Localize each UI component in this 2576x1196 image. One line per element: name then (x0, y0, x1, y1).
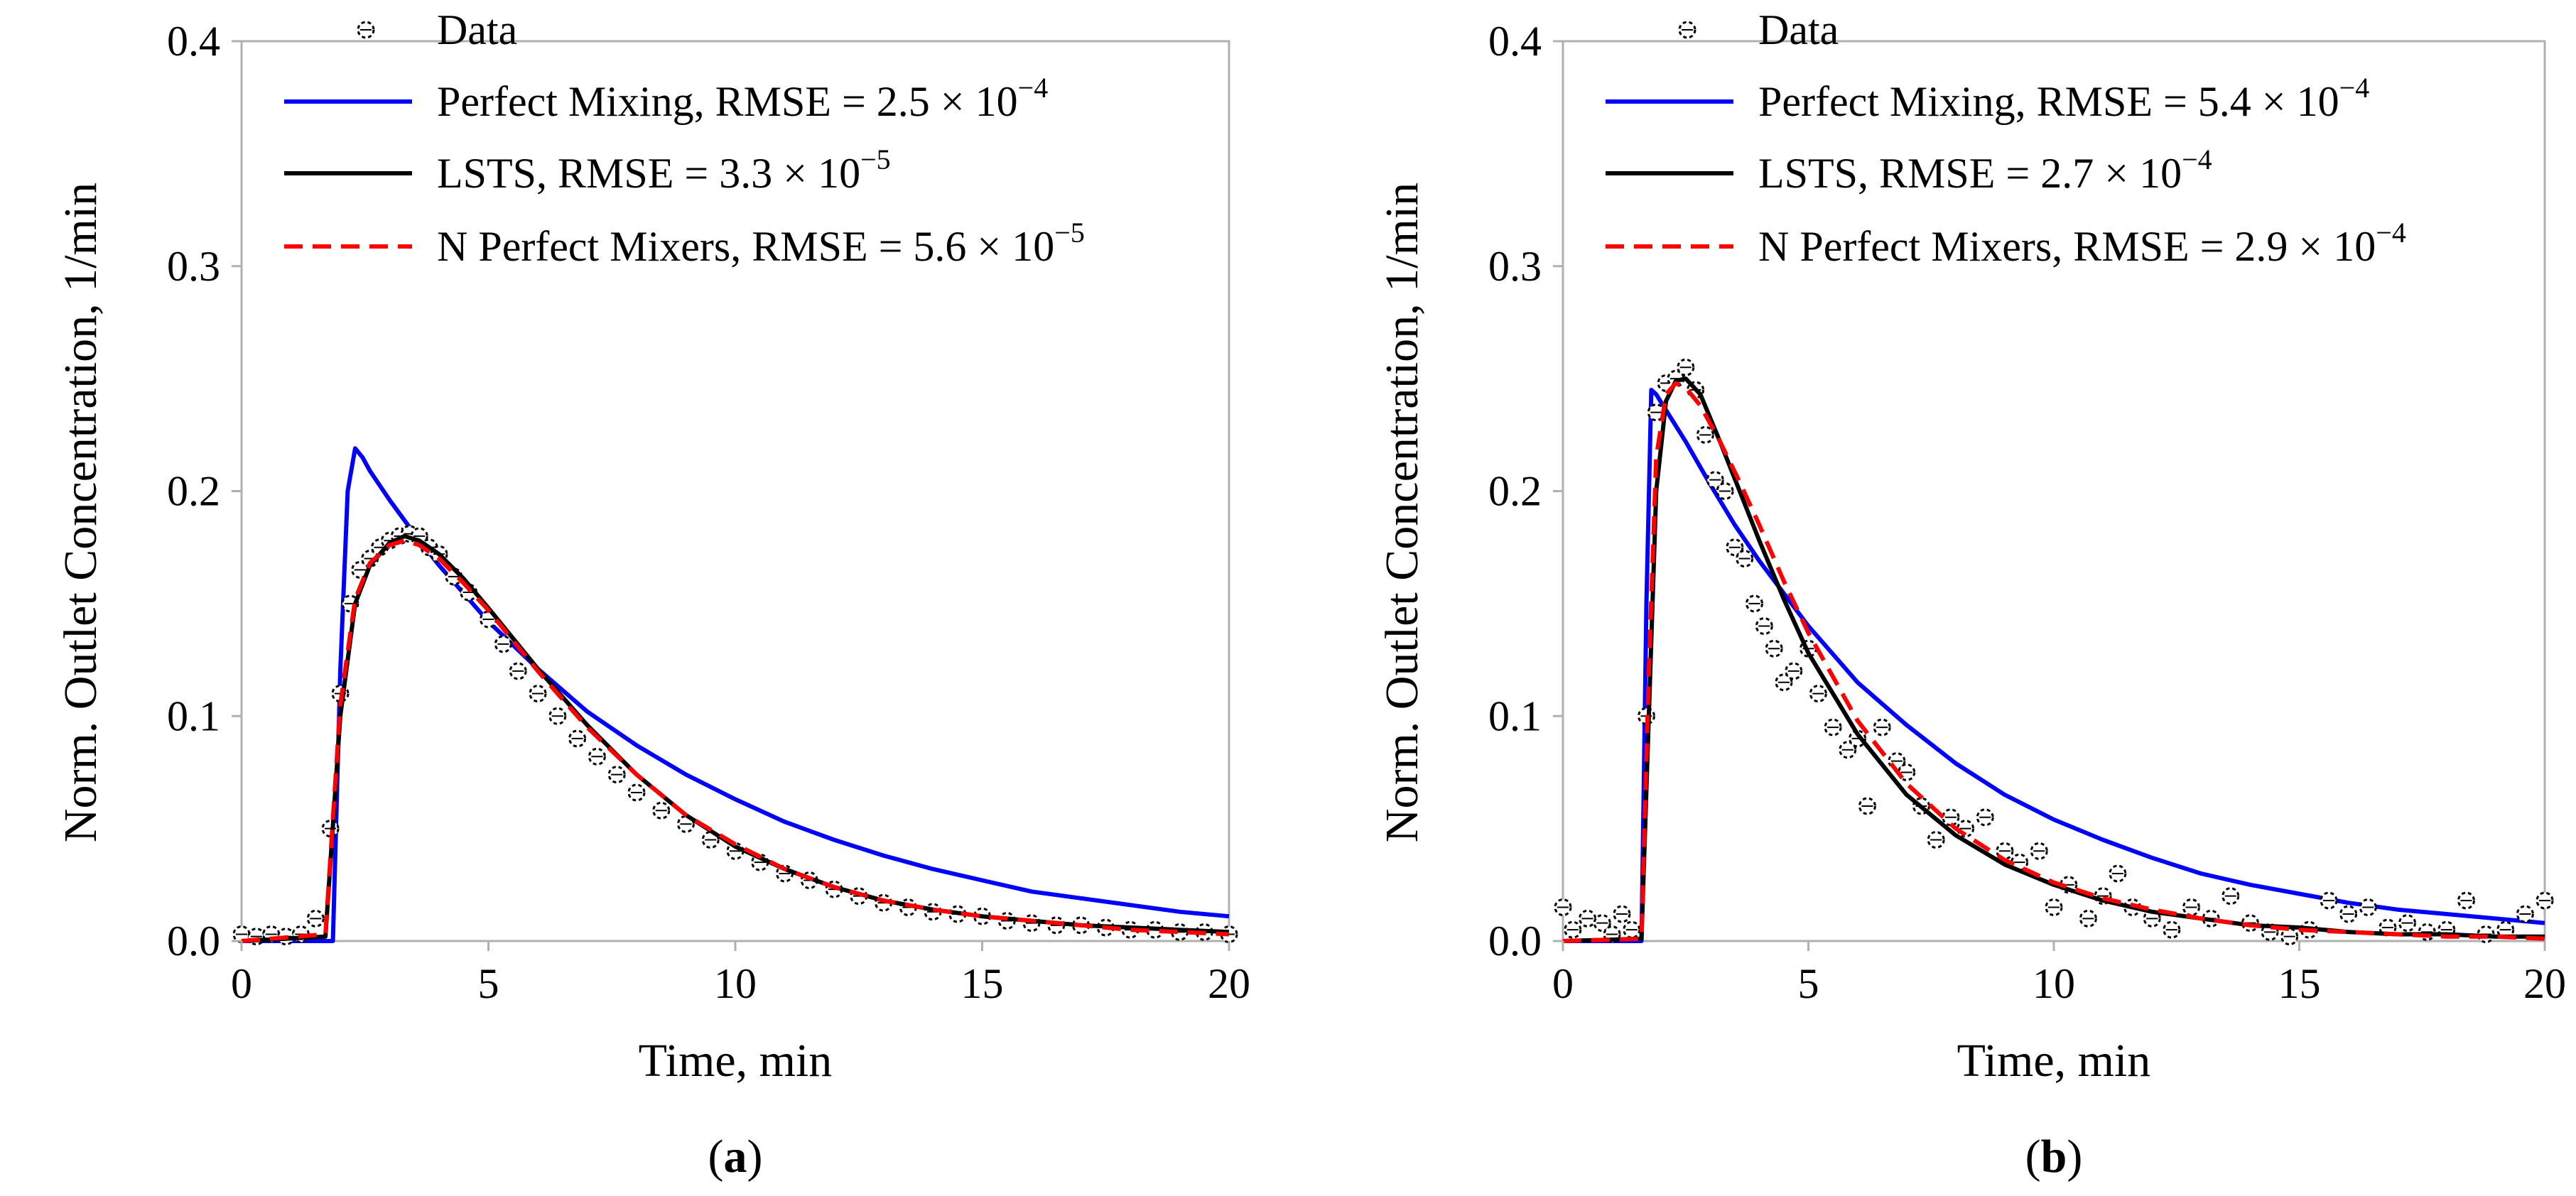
panel-letter: b (2041, 1131, 2067, 1183)
x-axis-label: Time, min (639, 1035, 833, 1087)
legend-item-perfect-mixing: Perfect Mixing, RMSE = 2.5 × 10−4 (284, 72, 1048, 125)
x-tick-label: 5 (478, 960, 499, 1007)
y-tick-labels: 0.0 0.1 0.2 0.3 0.4 (1488, 18, 1563, 964)
series-line-perfect-mixing (1563, 388, 2545, 943)
y-tick-label: 0.0 (167, 918, 220, 964)
legend-label-exponent: −4 (2339, 72, 2370, 104)
y-tick-label: 0.4 (167, 18, 220, 65)
y-tick-label: 0.2 (167, 468, 220, 515)
legend-label-text: Data (1758, 6, 1839, 53)
y-tick-label: 0.0 (1488, 918, 1542, 964)
legend-label: N Perfect Mixers, RMSE = 2.9 × 10−4 (1758, 217, 2406, 270)
legend-item-data: Data (1678, 6, 1839, 53)
x-axis-label: Time, min (1957, 1035, 2151, 1087)
x-tick-label: 0 (1552, 960, 1574, 1007)
legend-item-n-perfect-mixers: N Perfect Mixers, RMSE = 5.6 × 10−5 (284, 217, 1085, 270)
series-layer (1554, 358, 2554, 946)
series-line-perfect-mixing (242, 446, 1230, 943)
x-tick-label: 20 (2523, 960, 2566, 1007)
chart-panel-b: 0.0 0.1 0.2 0.3 0.4 0 5 10 15 20 Norm. Outlet Co… (1376, 6, 2566, 1183)
legend-label: Data (437, 6, 517, 53)
legend-label-exponent: −4 (2182, 143, 2212, 175)
legend-label-exponent: −4 (2376, 217, 2406, 249)
legend-label-exponent: −4 (1018, 72, 1049, 104)
legend-item-lsts: LSTS, RMSE = 3.3 × 10−5 (284, 143, 891, 197)
series-data (1554, 358, 2554, 946)
y-tick-label: 0.4 (1488, 18, 1542, 65)
series-line-n-perfect-mixers (241, 538, 1230, 943)
legend: Data Perfect Mixing, RMSE = 2.5 × 10−4 LST… (284, 6, 1085, 270)
x-tick-label: 15 (961, 960, 1004, 1007)
y-axis-label: Norm. Outlet Concentration, 1/min (1376, 183, 1428, 842)
panel-label: (a) (708, 1131, 763, 1183)
legend-item-n-perfect-mixers: N Perfect Mixers, RMSE = 2.9 × 10−4 (1606, 217, 2406, 270)
legend-label: Perfect Mixing, RMSE = 2.5 × 10−4 (437, 72, 1048, 125)
legend-label: Data (1758, 6, 1839, 53)
y-axis-label: Norm. Outlet Concentration, 1/min (55, 183, 107, 842)
legend-item-lsts: LSTS, RMSE = 2.7 × 10−4 (1606, 143, 2212, 197)
legend-label: LSTS, RMSE = 2.7 × 10−4 (1758, 143, 2212, 197)
y-tick-label: 0.1 (167, 692, 220, 739)
legend-item-perfect-mixing: Perfect Mixing, RMSE = 5.4 × 10−4 (1606, 72, 2369, 125)
legend-label: Perfect Mixing, RMSE = 5.4 × 10−4 (1758, 72, 2369, 125)
y-tick-label: 0.2 (1488, 468, 1542, 515)
legend-label: LSTS, RMSE = 3.3 × 10−5 (437, 143, 891, 197)
legend-label-text: Perfect Mixing, RMSE = 5.4 × 10 (1758, 78, 2339, 125)
chart-panel-a: 0.0 0.1 0.2 0.3 0.4 0 5 10 15 20 Norm. Outlet Co… (55, 6, 1250, 1183)
x-tick-label: 0 (231, 960, 252, 1007)
x-tick-label: 10 (2033, 960, 2075, 1007)
legend-label-text: Perfect Mixing, RMSE = 2.5 × 10 (437, 78, 1018, 125)
panel-letter: a (724, 1131, 747, 1183)
x-tick-labels: 0 5 10 15 20 (231, 941, 1250, 1007)
y-tick-labels: 0.0 0.1 0.2 0.3 0.4 (167, 18, 242, 964)
y-tick-label: 0.3 (167, 243, 220, 290)
legend-label-text: Data (437, 6, 517, 53)
panel-label: (b) (2025, 1131, 2083, 1183)
x-tick-label: 20 (1208, 960, 1250, 1007)
series-line-n-perfect-mixers (1562, 381, 2545, 943)
legend-label-text: N Perfect Mixers, RMSE = 5.6 × 10 (437, 223, 1054, 270)
legend-label-exponent: −5 (860, 143, 891, 175)
legend-item-data: Data (357, 6, 517, 53)
y-tick-label: 0.3 (1488, 243, 1542, 290)
x-tick-label: 5 (1798, 960, 1819, 1007)
series-layer (232, 446, 1238, 946)
x-tick-label: 15 (2278, 960, 2321, 1007)
legend-label-exponent: −5 (1054, 217, 1085, 249)
y-tick-label: 0.1 (1488, 692, 1542, 739)
x-tick-labels: 0 5 10 15 20 (1552, 941, 2566, 1007)
legend-label-text: LSTS, RMSE = 2.7 × 10 (1758, 150, 2182, 197)
legend-label-text: N Perfect Mixers, RMSE = 2.9 × 10 (1758, 223, 2376, 270)
legend-label: N Perfect Mixers, RMSE = 5.6 × 10−5 (437, 217, 1085, 270)
legend-label-text: LSTS, RMSE = 3.3 × 10 (437, 150, 860, 197)
x-tick-label: 10 (714, 960, 757, 1007)
